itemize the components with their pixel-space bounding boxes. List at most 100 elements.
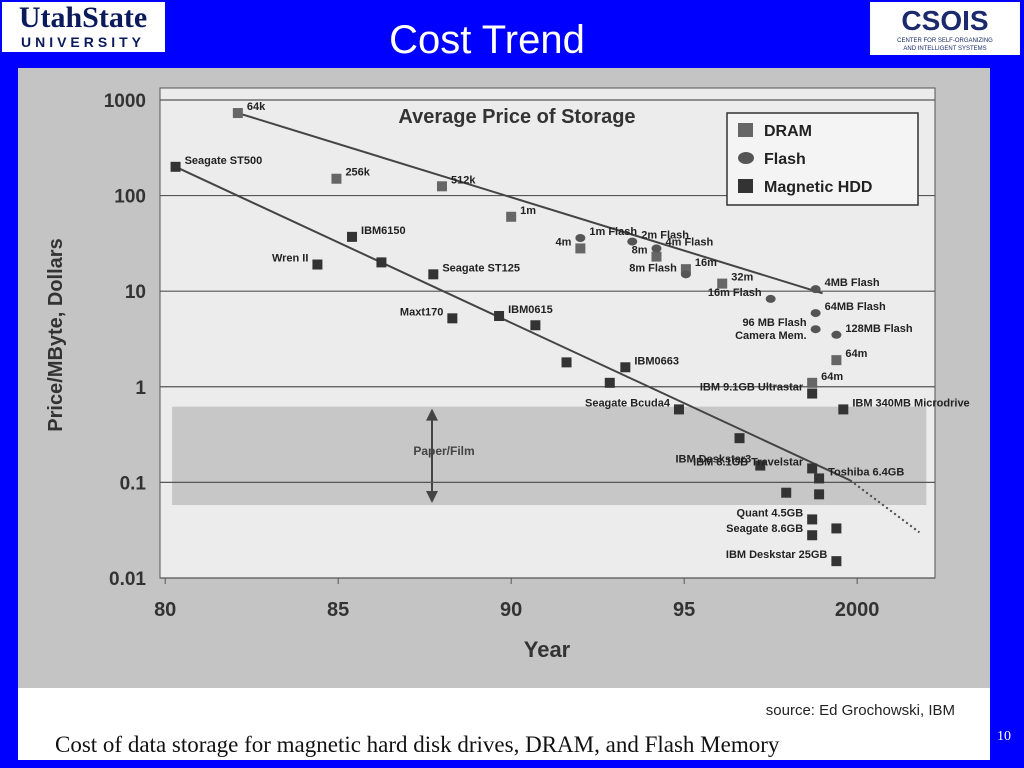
point <box>807 388 818 399</box>
point-label: 4MB Flash <box>825 277 880 289</box>
chart-title: Average Price of Storage <box>398 106 635 128</box>
point-label: 8m <box>632 245 648 257</box>
x-tick-label: 2000 <box>835 599 880 621</box>
y-axis-label: Price/MByte, Dollars <box>45 238 67 431</box>
point <box>831 330 842 339</box>
point <box>530 320 541 331</box>
point-label: 256k <box>345 167 370 179</box>
point-label: IBM 8.1GB Travelstar <box>693 456 804 468</box>
band-label: Paper/Film <box>413 444 474 458</box>
point-label: Quant 4.5GB <box>737 507 804 519</box>
point-label: 128MB Flash <box>845 323 913 335</box>
point <box>436 181 447 192</box>
point <box>717 278 728 289</box>
y-tick-label: 100 <box>114 187 146 208</box>
point <box>781 487 792 498</box>
point <box>755 460 766 471</box>
point <box>810 309 821 318</box>
point-label: IBM 9.1GB Ultrastar <box>700 382 804 394</box>
point <box>673 404 684 415</box>
point <box>807 530 818 541</box>
point <box>561 357 572 368</box>
slide-title: Cost Trend <box>389 18 585 62</box>
point-label: Seagate ST500 <box>185 155 263 167</box>
point-label: IBM0615 <box>508 304 553 316</box>
point-label: 1m Flash <box>589 226 637 238</box>
point <box>428 269 439 280</box>
legend-label: Magnetic HDD <box>764 179 872 196</box>
point <box>680 270 691 279</box>
point <box>575 233 586 242</box>
point <box>447 313 458 324</box>
point-label: Camera Mem. <box>735 330 807 342</box>
point <box>814 473 825 484</box>
point <box>376 257 387 268</box>
point-label: 4m Flash <box>665 236 713 248</box>
point <box>312 259 323 270</box>
point-label: 64m <box>845 348 867 360</box>
legend-marker <box>738 152 754 164</box>
point <box>807 514 818 525</box>
point <box>575 243 586 254</box>
legend-label: Flash <box>764 151 806 168</box>
point-label: IBM Deskstar 25GB <box>726 549 828 561</box>
point <box>620 362 631 373</box>
legend-marker <box>738 179 753 193</box>
point <box>347 231 358 242</box>
point-label: Wren II <box>272 253 308 265</box>
logo-text: AND INTELLIGENT SYSTEMS <box>903 46 986 52</box>
point-label: 64MB Flash <box>825 301 886 313</box>
legend-label: DRAM <box>764 123 812 140</box>
point-label: 2m Flash <box>641 230 689 242</box>
point <box>814 489 825 500</box>
point-label: 512k <box>451 174 476 186</box>
logo-text: CSOIS <box>901 5 988 36</box>
point-label: 1m <box>520 205 536 217</box>
point <box>651 244 662 253</box>
point-label: Seagate ST125 <box>442 262 520 274</box>
point-label: IBM 340MB Microdrive <box>852 397 969 409</box>
x-tick-label: 90 <box>500 599 522 621</box>
logo-left <box>2 2 165 52</box>
point <box>734 433 745 444</box>
point-label: 32m <box>731 272 753 284</box>
point-label: IBM6150 <box>361 225 406 237</box>
logo-text: UtahState <box>19 1 147 34</box>
trend-line <box>175 165 851 482</box>
legend <box>726 112 919 206</box>
y-tick-label: 0.01 <box>109 569 146 590</box>
point <box>831 355 842 366</box>
point-label: 96 MB Flash <box>742 317 806 329</box>
point-label: 64m <box>821 371 843 383</box>
caption: Cost of data storage for magnetic hard d… <box>55 732 780 757</box>
trend-line <box>237 112 823 295</box>
point <box>810 285 821 294</box>
x-tick-label: 95 <box>673 599 695 621</box>
point-label: 8m Flash <box>629 262 677 274</box>
point <box>170 161 181 172</box>
point <box>627 237 638 246</box>
point <box>651 251 662 262</box>
source: source: Ed Grochowski, IBM <box>766 702 955 719</box>
legend-marker <box>738 123 753 137</box>
point-label: 16m Flash <box>708 287 762 299</box>
band <box>172 406 927 506</box>
y-tick-label: 1000 <box>104 91 146 112</box>
point-label: IBM Deskstar3 <box>675 454 751 466</box>
point <box>831 556 842 567</box>
point <box>331 173 342 184</box>
logo-text: UNIVERSITY <box>21 34 145 50</box>
point-label: IBM0663 <box>634 355 679 367</box>
point <box>232 108 243 119</box>
point <box>680 264 691 275</box>
x-tick-label: 85 <box>327 599 349 621</box>
point-label: 64k <box>247 101 266 113</box>
point-label: Toshiba 6.4GB <box>828 466 904 478</box>
plot: Paper/Film 0.01 0.1 1 10 100 1000 80 85 90 95 2000 6… <box>104 91 970 621</box>
point <box>838 404 849 415</box>
point-label: 4m <box>555 236 571 248</box>
x-axis-label: Year <box>524 637 571 662</box>
y-tick-label: 10 <box>125 282 146 303</box>
y-tick-label: 0.1 <box>120 473 147 494</box>
